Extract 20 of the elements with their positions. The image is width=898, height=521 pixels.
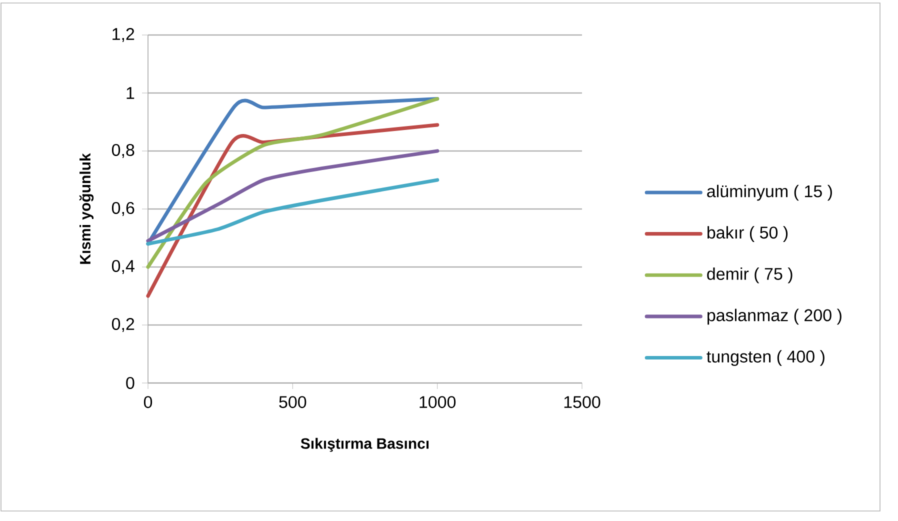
legend-label: demir ( 75 ) [707,267,792,284]
y-axis-title: Kısmi yoğunluk [79,153,94,264]
legend-label: alüminyum ( 15 ) [707,184,832,201]
x-axis-title: Sıkıştırma Basıncı [300,438,429,452]
legend-label: paslanmaz ( 200 ) [708,308,842,325]
line-series [146,178,440,246]
y-tick-label: 0,4 [112,260,134,274]
line-series [146,149,440,243]
x-tick-label: 500 [279,396,306,408]
y-tick-label: 0,2 [112,318,134,332]
y-tick-label: 0,8 [112,144,134,158]
y-tick-label: 1,2 [112,28,134,42]
legend-label: bakır ( 50 ) [708,226,788,242]
x-tick-label: 1000 [420,396,456,408]
legend-label: tungsten ( 400 ) [706,350,824,366]
x-tick-label: 1500 [564,396,600,408]
y-tick-label: 0 [126,376,134,390]
x-tick-label: 0 [144,396,152,408]
y-tick-label: 0,6 [112,202,134,216]
y-tick-label: 1 [126,87,134,99]
